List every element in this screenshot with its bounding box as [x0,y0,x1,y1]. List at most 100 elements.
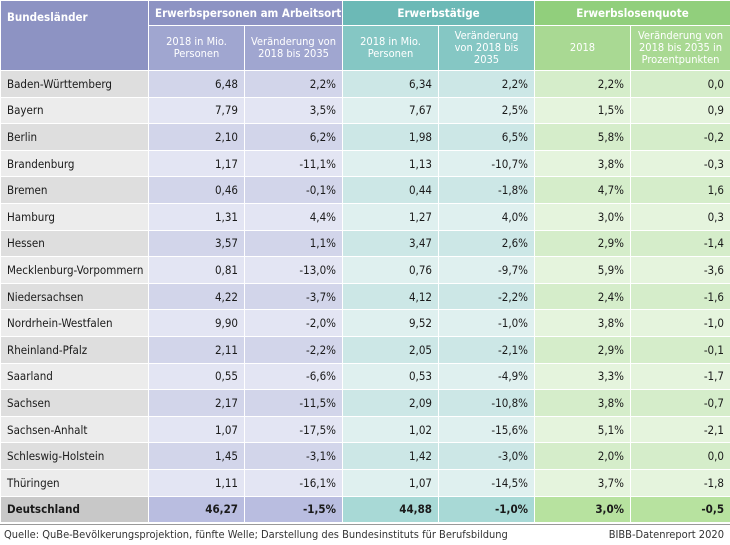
table-cell: 0,76 [342,256,439,284]
subheader: Veränderung von 2018 bis 2035 [437,25,536,71]
table-cell: 3,57 [148,229,245,258]
table-cell: -3,0% [437,442,536,470]
row-label: Saarland [0,362,149,391]
table-cell: 2,6% [437,229,536,258]
source-note: Quelle: QuBe-Bevölkerungsprojektion, fün… [4,528,508,541]
row-label: Rheinland-Pfalz [0,335,149,364]
header-row-sub: 2018 in Mio. Personen Veränderung von 20… [1,25,730,71]
table-cell: 0,9 [630,96,730,125]
table-cell: -1,0 [630,309,730,337]
table-cell: 1,31 [148,202,245,231]
table-body: Baden-Württemberg 6,48 2,2% 6,34 2,2% 2,2% 0,0… [0,70,730,523]
total-cell: 3,0% [534,495,632,523]
table-cell: 3,8% [534,389,632,417]
table-cell: 4,12 [342,282,439,311]
table-cell: 3,0% [534,202,632,231]
table-cell: 3,7% [534,468,632,497]
row-label: Niedersachsen [0,282,149,311]
table-cell: 2,10 [148,123,245,151]
table-row: Schleswig-Holstein 1,45 -3,1% 1,42 -3,0% 2,0%… [0,442,730,470]
table-cell: -11,5% [244,389,343,417]
total-label: Deutschland [0,495,149,523]
header-erwerbslosenquote: Erwerbslosenquote [534,0,730,26]
table-cell: 2,09 [342,389,439,417]
table-cell: 6,5% [437,123,536,151]
header-row-groups: Bundesländer Erwerbspersonen am Arbeitso… [0,0,730,71]
table-cell: 2,9% [534,229,632,258]
table-cell: -11,1% [244,149,343,178]
row-label: Bremen [0,176,149,204]
table-cell: 0,46 [148,176,245,204]
total-cell: -1,5% [244,495,343,523]
table-row: Baden-Württemberg 6,48 2,2% 6,34 2,2% 2,2% 0,0 [0,70,730,98]
subheader: 2018 [534,25,632,71]
table-cell: 1,07 [148,415,245,444]
table-cell: 0,44 [342,176,439,204]
table-cell: 1,45 [148,442,245,470]
row-label: Sachsen-Anhalt [0,415,149,444]
table-cell: -1,8% [437,176,536,204]
table-row: Saarland 0,55 -6,6% 0,53 -4,9% 3,3% -1,7 [0,362,730,391]
table-cell: 3,8% [534,309,632,337]
table-cell: 3,8% [534,149,632,178]
table-row: Rheinland-Pfalz 2,11 -2,2% 2,05 -2,1% 2,9% -0,… [0,335,730,364]
table-cell: -0,2 [630,123,730,151]
total-cell: 46,27 [148,495,245,523]
data-table: Bundesländer Erwerbspersonen am Arbeitso… [0,0,730,523]
total-cell: -1,0% [437,495,536,523]
row-label: Schleswig-Holstein [0,442,149,470]
table-cell: -0,3 [630,149,730,178]
table-cell: -2,2% [244,335,343,364]
subheader: Veränderung von 2018 bis 2035 [244,25,343,71]
table-cell: 4,0% [437,202,536,231]
row-label: Sachsen [0,389,149,417]
table-cell: 5,1% [534,415,632,444]
table-cell: -15,6% [437,415,536,444]
table-cell: 0,81 [148,256,245,284]
table-cell: -0,1% [244,176,343,204]
table-row: Mecklenburg-Vorpommern 0,81 -13,0% 0,76 -9,7… [0,256,730,284]
table-cell: 3,47 [342,229,439,258]
table-cell: -9,7% [437,256,536,284]
subheader: 2018 in Mio. Personen [342,25,439,71]
footer: Quelle: QuBe-Bevölkerungsprojektion, fün… [0,524,730,545]
table-cell: 1,02 [342,415,439,444]
row-label: Bayern [0,96,149,125]
credit-note: BIBB-Datenreport 2020 [608,528,724,541]
table-cell: 2,5% [437,96,536,125]
table-cell: -3,7% [244,282,343,311]
table-cell: -6,6% [244,362,343,391]
row-label: Brandenburg [0,149,149,178]
table-cell: -1,8 [630,468,730,497]
table-row: Thüringen 1,11 -16,1% 1,07 -14,5% 3,7% -1,8 [0,468,730,497]
table-row: Berlin 2,10 6,2% 1,98 6,5% 5,8% -0,2 [0,123,730,151]
table-row: Hessen 3,57 1,1% 3,47 2,6% 2,9% -1,4 [0,229,730,258]
table-cell: 2,17 [148,389,245,417]
table-cell: -3,6 [630,256,730,284]
row-label: Hessen [0,229,149,258]
table-cell: 4,7% [534,176,632,204]
table-cell: -2,0% [244,309,343,337]
table-cell: 0,55 [148,362,245,391]
table-row: Hamburg 1,31 4,4% 1,27 4,0% 3,0% 0,3 [0,202,730,231]
table-cell: -2,1% [437,335,536,364]
table-cell: 5,9% [534,256,632,284]
table-cell: -10,8% [437,389,536,417]
table-cell: -10,7% [437,149,536,178]
table-cell: 3,5% [244,96,343,125]
table-cell: -1,4 [630,229,730,258]
table-cell: 6,2% [244,123,343,151]
table-cell: -1,6 [630,282,730,311]
table-cell: 6,48 [148,70,245,98]
subheader: 2018 in Mio. Personen [148,25,245,71]
table-cell: 5,8% [534,123,632,151]
header-bundeslaender: Bundesländer [0,0,149,71]
table-cell: 1,6 [630,176,730,204]
table-cell: -2,1 [630,415,730,444]
table-cell: 4,22 [148,282,245,311]
table-cell: 0,0 [630,70,730,98]
subheader: Veränderung von 2018 bis 2035 in Prozent… [630,25,730,71]
table-cell: -1,7 [630,362,730,391]
table-cell: 1,13 [342,149,439,178]
table-cell: 7,79 [148,96,245,125]
